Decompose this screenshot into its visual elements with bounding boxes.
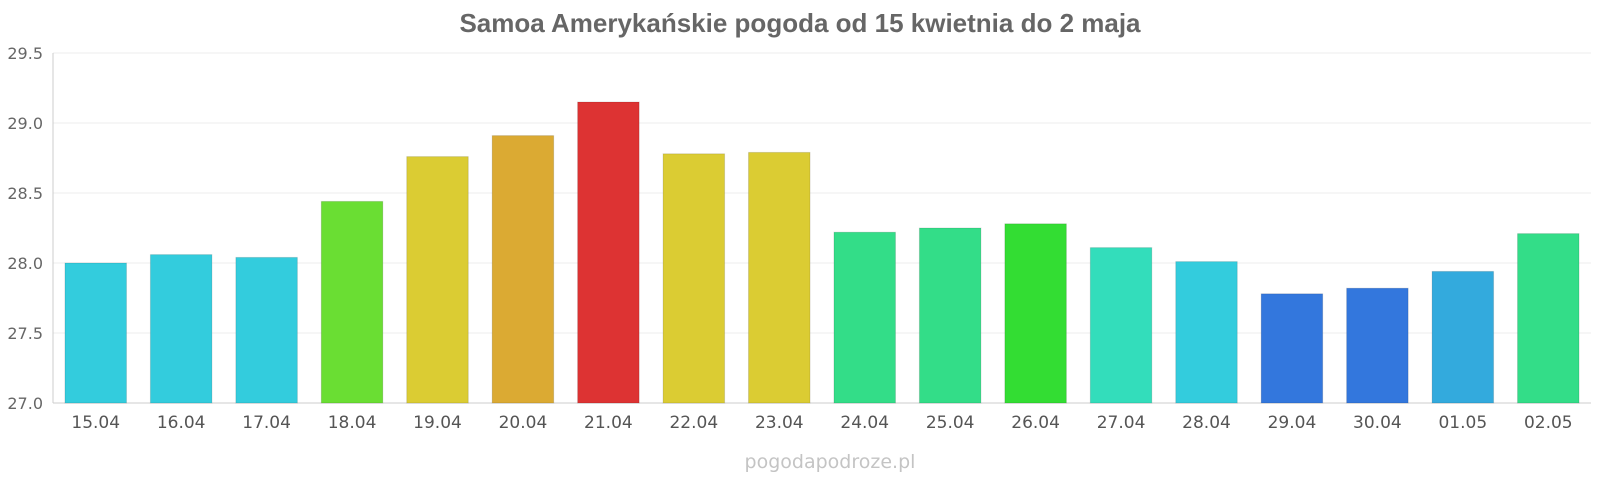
grid-lines [53,52,1591,334]
bar-16.04[interactable] [149,254,213,404]
x-tick-label: 23.04 [755,413,804,433]
x-tick-label: 24.04 [840,413,889,433]
x-tick-label: 27.04 [1097,413,1146,433]
bar-24.04[interactable] [833,231,896,404]
x-axis-ticks: 15.04 16.04 17.04 18.04 19.04 20.04 21.04 22.04… [71,413,1572,433]
bar-01.05[interactable] [1431,270,1495,404]
bar-17.04[interactable] [235,256,298,404]
bar-02.05[interactable] [1517,233,1580,404]
watermark: pogodapodroze.pl [745,451,916,473]
x-tick-label: 17.04 [242,413,291,433]
x-tick-label: 29.04 [1268,413,1317,433]
y-tick-label: 29.0 [7,114,43,133]
x-tick-label: 30.04 [1353,413,1402,433]
bar-18.04[interactable] [320,200,384,404]
y-tick-label: 27.5 [7,324,43,343]
bar-21.04[interactable] [577,101,640,404]
x-tick-label: 20.04 [499,413,548,433]
y-tick-label: 27.0 [7,394,43,413]
chart-title: Samoa Amerykańskie pogoda od 15 kwietnia… [459,8,1141,38]
x-tick-label: 26.04 [1011,413,1060,433]
bar-25.04[interactable] [918,227,982,404]
x-tick-label: 02.05 [1524,413,1573,433]
x-tick-label: 22.04 [669,413,718,433]
x-tick-label: 21.04 [584,413,633,433]
x-tick-label: 16.04 [157,413,206,433]
x-tick-label: 25.04 [926,413,975,433]
y-axis-ticks: 27.0 27.5 28.0 28.5 29.0 29.5 [7,44,43,413]
bar-15.04[interactable] [64,262,127,404]
y-tick-label: 28.5 [7,184,43,203]
x-tick-label: 15.04 [71,413,120,433]
bar-26.04[interactable] [1004,223,1067,404]
y-tick-label: 29.5 [7,44,43,63]
bar-28.04[interactable] [1175,261,1238,404]
x-tick-label: 18.04 [328,413,377,433]
bars [64,101,1580,404]
x-tick-label: 19.04 [413,413,462,433]
bar-23.04[interactable] [748,151,811,404]
bar-27.04[interactable] [1089,247,1153,404]
x-tick-label: 01.05 [1438,413,1487,433]
bar-29.04[interactable] [1260,293,1324,404]
y-tick-label: 28.0 [7,254,43,273]
bar-19.04[interactable] [406,156,469,404]
bar-30.04[interactable] [1346,287,1409,404]
bar-22.04[interactable] [662,153,726,404]
bar-20.04[interactable] [491,135,555,404]
x-tick-label: 28.04 [1182,413,1231,433]
